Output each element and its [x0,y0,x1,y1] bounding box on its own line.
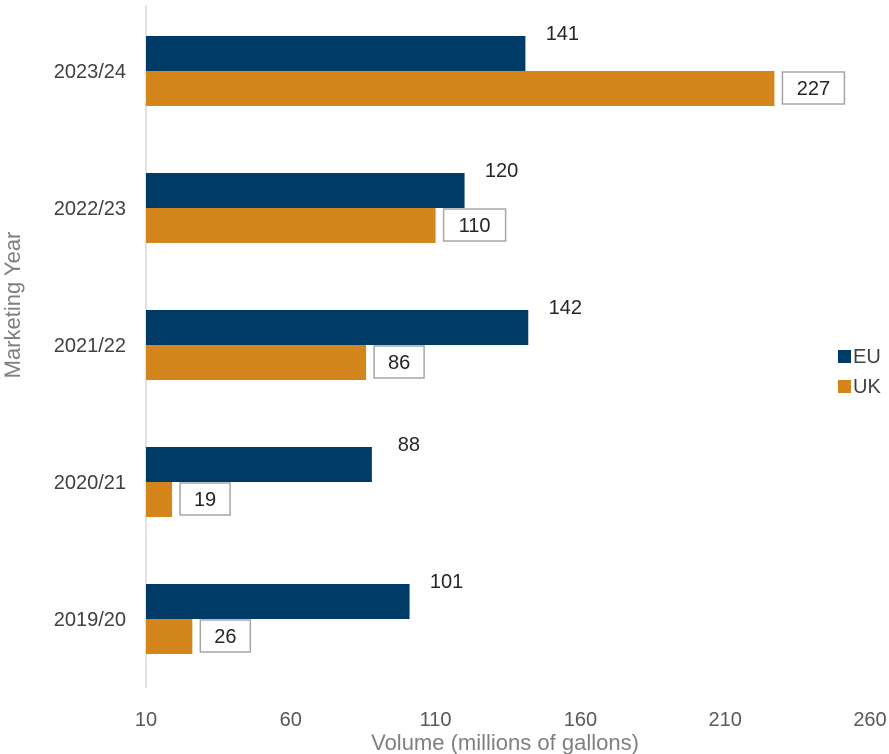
x-axis-title: Volume (millions of gallons) [371,730,639,754]
legend: EU UK [838,346,881,398]
bar-eu [146,584,410,619]
data-label-box-uk [373,345,425,379]
x-tick-label: 210 [709,709,742,731]
data-label-eu: 101 [430,571,463,593]
bars-layer [146,36,775,654]
data-label-box-uk [179,482,231,516]
category-label: 2023/24 [54,61,126,83]
legend-label-uk: UK [853,376,881,398]
y-axis-title: Marketing Year [0,232,25,379]
x-tick-label: 110 [420,709,452,731]
legend-swatch-uk [838,380,851,393]
bar-eu [146,310,529,345]
legend-label-eu: EU [853,346,881,368]
category-label: 2022/23 [54,198,126,220]
data-label-uk: 26 [214,626,236,648]
legend-swatch-eu [838,350,851,363]
bar-uk [146,619,193,654]
data-label-uk: 86 [388,352,410,374]
data-label-box-uk [781,71,846,105]
category-label: 2019/20 [54,609,126,631]
data-label-uk: 227 [797,78,830,100]
data-label-box-uk [442,208,507,242]
data-label-eu: 142 [549,297,582,319]
bar-uk [146,208,436,243]
x-tick-label: 60 [280,709,302,731]
bar-eu [146,447,372,482]
x-tick-labels-layer: 10 60 110 160 210 260 [135,709,887,731]
bar-uk [146,482,173,517]
data-label-uk: 19 [194,489,216,511]
data-label-eu: 88 [398,434,420,456]
data-label-eu: 120 [485,160,518,182]
value-labels-layer: 141 227 120 110 142 86 88 19 101 26 [179,23,846,653]
bar-eu [146,36,526,71]
x-tick-label: 10 [135,709,157,731]
data-label-eu: 141 [546,23,579,45]
bar-uk [146,345,367,380]
category-labels-layer: 2023/24 2022/23 2021/22 2020/21 2019/20 [54,61,126,631]
data-label-box-uk [199,619,252,653]
x-tick-label: 260 [853,709,886,731]
category-label: 2020/21 [54,472,126,494]
bar-uk [146,71,775,106]
bar-eu [146,173,465,208]
category-label: 2021/22 [54,335,126,357]
data-label-uk: 110 [459,215,491,237]
x-tick-label: 160 [564,709,597,731]
